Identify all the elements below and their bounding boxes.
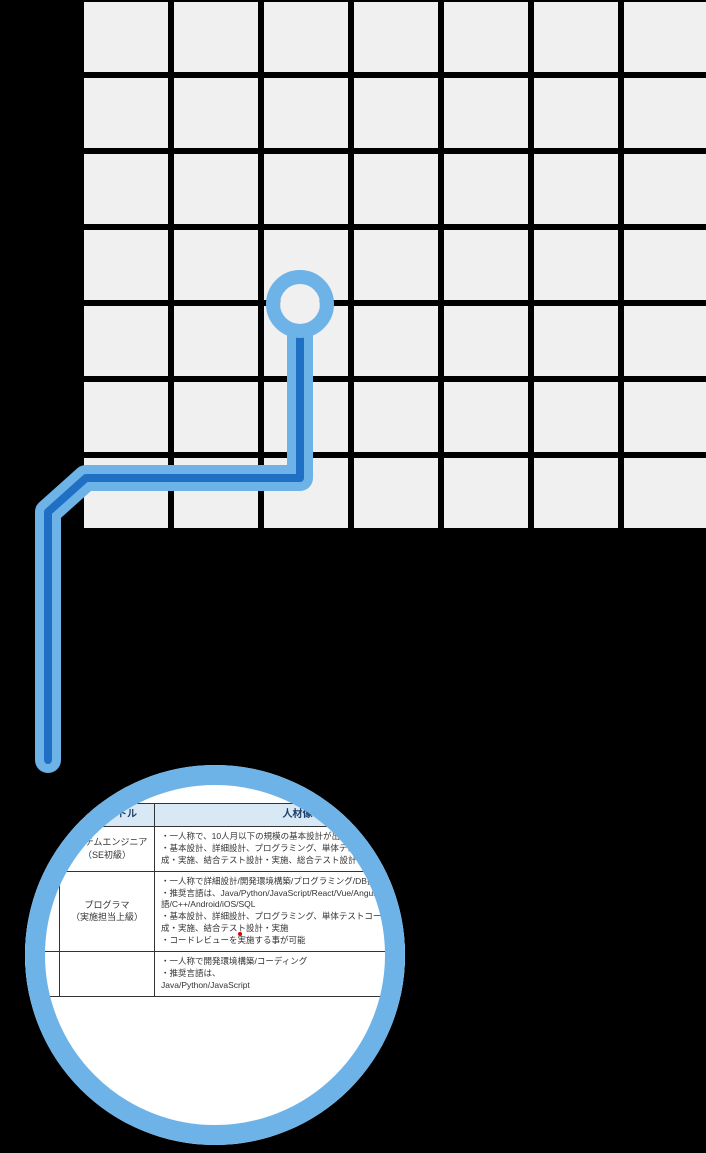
grid-cell bbox=[82, 228, 170, 302]
highlight-dot bbox=[238, 932, 242, 936]
grid-cell bbox=[82, 0, 170, 74]
grid-cell bbox=[622, 0, 706, 74]
grid-cell bbox=[622, 456, 706, 530]
grid-cell bbox=[172, 304, 260, 378]
grid-cell bbox=[352, 456, 440, 530]
grid-cell bbox=[262, 152, 350, 226]
grid-cell bbox=[172, 456, 260, 530]
grid-cell bbox=[622, 76, 706, 150]
title-cell: プログラマ（実施担当上級） bbox=[60, 871, 155, 951]
grid-cell bbox=[442, 0, 530, 74]
table-row: ・一人称で開発環境構築/コーディング・推奨言語は、Java/Python/Jav… bbox=[25, 952, 405, 997]
grid-cell bbox=[352, 0, 440, 74]
grid-cell bbox=[442, 228, 530, 302]
grid-cell bbox=[352, 76, 440, 150]
grid-cell bbox=[532, 380, 620, 454]
magnifier-lens: 人材タイトル 人材像 LV5システムエンジニア（SE初級）・一人称で、10人月以… bbox=[25, 765, 405, 1145]
col-title-header: 人材タイトル bbox=[60, 804, 155, 827]
grid-cell bbox=[352, 152, 440, 226]
level-cell: LV5 bbox=[25, 827, 60, 872]
grid-cell bbox=[262, 380, 350, 454]
grid-cell bbox=[442, 152, 530, 226]
grid-cell bbox=[262, 76, 350, 150]
description-cell: ・一人称で、10人月以下の規模の基本設計が出来る。・基本設計、詳細設計、プログラ… bbox=[155, 827, 406, 872]
grid-cell bbox=[532, 76, 620, 150]
grid-cell bbox=[82, 152, 170, 226]
grid-cell bbox=[172, 228, 260, 302]
table-body: LV5システムエンジニア（SE初級）・一人称で、10人月以下の規模の基本設計が出… bbox=[25, 827, 405, 997]
grid-cell bbox=[532, 456, 620, 530]
description-cell: ・一人称で詳細設計/開発環境構築/プログラミング/DB操作が可能・推奨言語は、J… bbox=[155, 871, 406, 951]
grid-cell bbox=[622, 304, 706, 378]
grid-cell bbox=[622, 152, 706, 226]
col-level-header bbox=[25, 804, 60, 827]
grid-cell bbox=[82, 456, 170, 530]
table-header-row: 人材タイトル 人材像 bbox=[25, 804, 405, 827]
grid-cell bbox=[532, 304, 620, 378]
grid-cell bbox=[622, 380, 706, 454]
grid-cell bbox=[172, 0, 260, 74]
grid-cell bbox=[442, 76, 530, 150]
grid-cell bbox=[172, 152, 260, 226]
grid-cell bbox=[532, 228, 620, 302]
level-cell: LV4 bbox=[25, 871, 60, 951]
grid-cell bbox=[82, 304, 170, 378]
title-cell bbox=[60, 952, 155, 997]
table-row: LV5システムエンジニア（SE初級）・一人称で、10人月以下の規模の基本設計が出… bbox=[25, 827, 405, 872]
grid-cell bbox=[532, 152, 620, 226]
col-profile-header: 人材像 bbox=[155, 804, 406, 827]
grid-cell bbox=[262, 456, 350, 530]
skill-table-container: 人材タイトル 人材像 LV5システムエンジニア（SE初級）・一人称で、10人月以… bbox=[25, 803, 405, 997]
grid-cell bbox=[262, 0, 350, 74]
grid-cell bbox=[442, 304, 530, 378]
grid-cell bbox=[352, 228, 440, 302]
grid-cell bbox=[172, 76, 260, 150]
grid-cell bbox=[82, 380, 170, 454]
grid-cell bbox=[352, 304, 440, 378]
grid-cell bbox=[442, 380, 530, 454]
level-cell bbox=[25, 952, 60, 997]
grid-cell bbox=[352, 380, 440, 454]
skill-level-table: 人材タイトル 人材像 LV5システムエンジニア（SE初級）・一人称で、10人月以… bbox=[25, 803, 405, 997]
description-cell: ・一人称で開発環境構築/コーディング・推奨言語は、Java/Python/Jav… bbox=[155, 952, 406, 997]
grid-cell bbox=[82, 76, 170, 150]
grid-cell bbox=[532, 0, 620, 74]
grid-cell bbox=[442, 456, 530, 530]
grid-cell bbox=[622, 228, 706, 302]
table-row: LV4プログラマ（実施担当上級）・一人称で詳細設計/開発環境構築/プログラミング… bbox=[25, 871, 405, 951]
focus-marker bbox=[280, 284, 320, 324]
title-cell: システムエンジニア（SE初級） bbox=[60, 827, 155, 872]
grid-cell bbox=[172, 380, 260, 454]
